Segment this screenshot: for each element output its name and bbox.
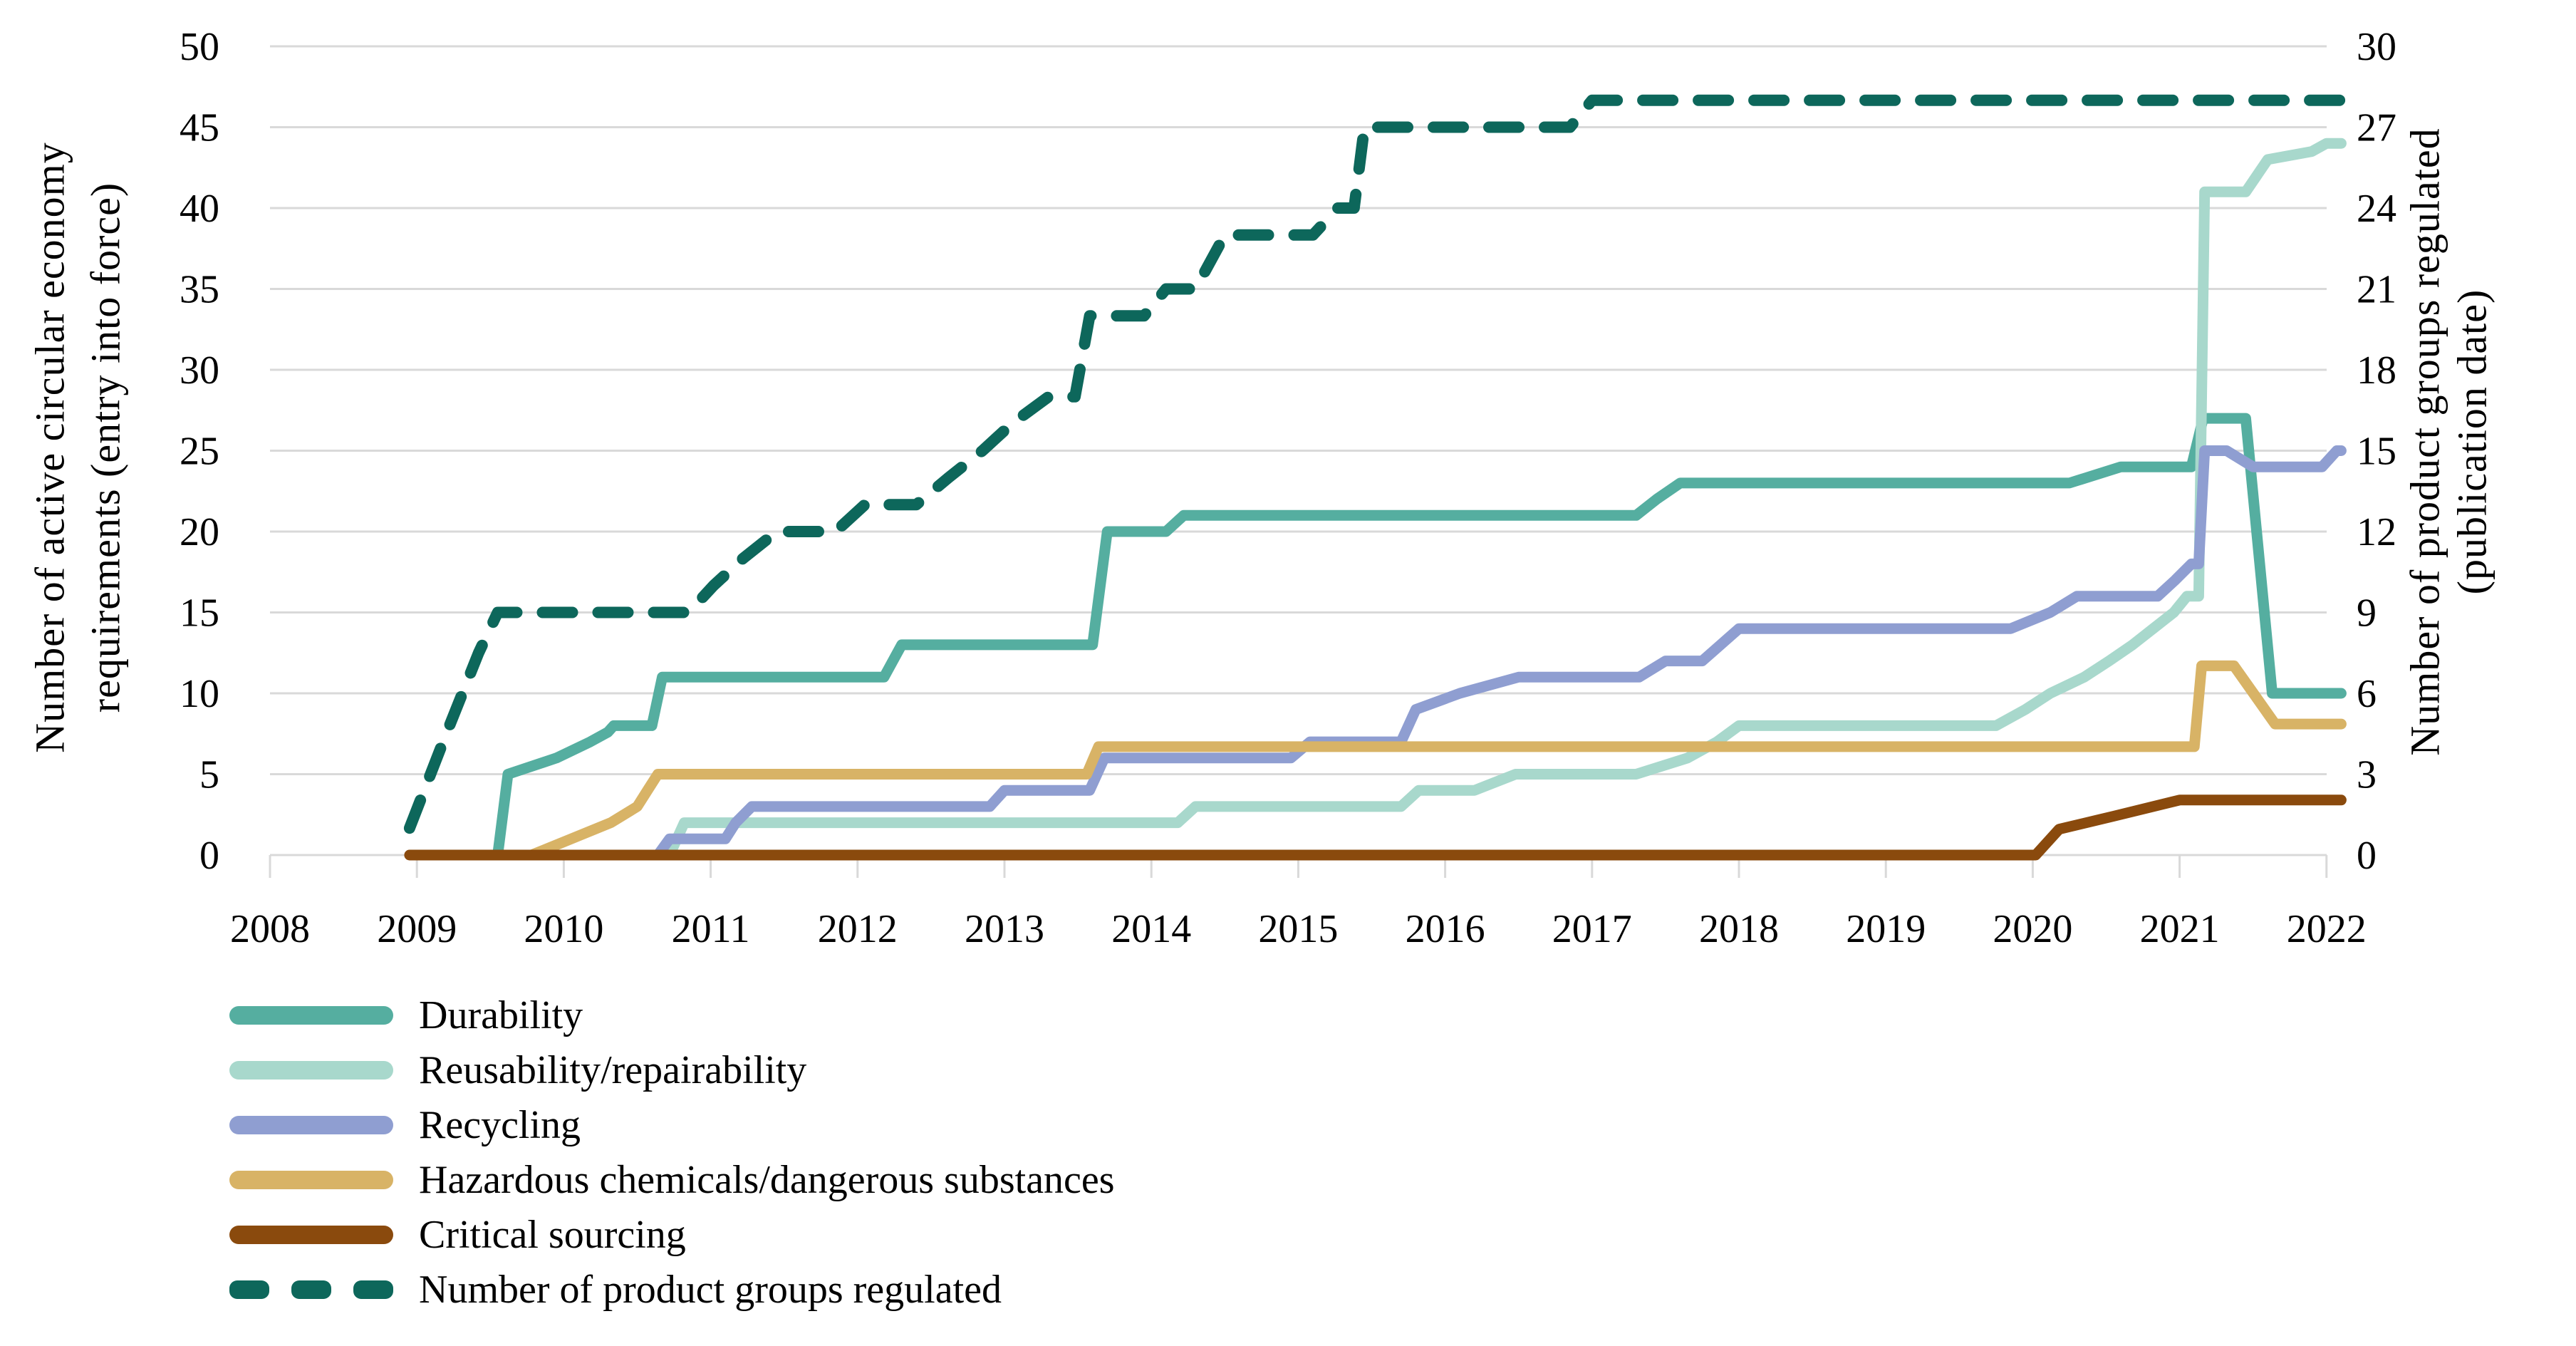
left-axis-title-line2: requirements (entry into force) — [82, 182, 129, 713]
x-axis-ticks — [269, 855, 2328, 878]
axis-tick-labels: 2008 2009 2010 2011 2012 2013 2014 2015 2016 2017… — [180, 25, 2396, 951]
tick-label: 3 — [2357, 753, 2377, 797]
reusability-line-swatch — [229, 1060, 393, 1080]
tick-label: 15 — [2357, 430, 2396, 474]
tick-label: 2014 — [1111, 907, 1191, 951]
tick-label: 30 — [2357, 25, 2396, 69]
legend-label: Recycling — [419, 1102, 581, 1147]
legend-label: Hazardous chemicals/dangerous substances — [419, 1157, 1115, 1202]
tick-label: 2008 — [230, 907, 310, 951]
legend-item-hazardous: Hazardous chemicals/dangerous substances — [229, 1157, 1115, 1202]
tick-label: 10 — [180, 672, 219, 716]
tick-label: 2021 — [2140, 907, 2220, 951]
tick-label: 24 — [2357, 187, 2396, 231]
tick-label: 9 — [2357, 591, 2377, 636]
legend-label: Reusability/repairability — [419, 1047, 807, 1092]
tick-label: 18 — [2357, 348, 2396, 393]
tick-label: 45 — [180, 106, 219, 150]
tick-label: 2009 — [377, 907, 457, 951]
tick-label: 35 — [180, 268, 219, 312]
legend-item-critical-sourcing: Critical sourcing — [229, 1212, 1115, 1257]
tick-label: 2020 — [1993, 907, 2072, 951]
tick-label: 2012 — [818, 907, 898, 951]
dash-segment — [291, 1280, 331, 1299]
tick-label: 30 — [180, 348, 219, 393]
tick-label: 25 — [180, 430, 219, 474]
series-lines — [403, 94, 2350, 861]
legend-item-durability: Durability — [229, 993, 1115, 1037]
tick-label: 2019 — [1846, 907, 1926, 951]
tick-label: 50 — [180, 25, 219, 69]
tick-label: 2017 — [1552, 907, 1632, 951]
tick-label: 21 — [2357, 268, 2396, 312]
critical-sourcing-line-swatch — [229, 1225, 393, 1244]
tick-label: 2010 — [524, 907, 603, 951]
right-axis-title-line2: (publication date) — [2448, 289, 2496, 595]
series-line-reusability-repairability — [664, 138, 2347, 861]
tick-label: 2015 — [1258, 907, 1338, 951]
legend-label: Durability — [419, 993, 583, 1037]
series-line-critical-sourcing — [404, 794, 2347, 861]
tick-label: 27 — [2357, 106, 2396, 150]
gridlines — [270, 45, 2327, 856]
legend-item-recycling: Recycling — [229, 1102, 1115, 1147]
legend-item-product-groups: Number of product groups regulated — [229, 1267, 1115, 1312]
legend-label: Critical sourcing — [419, 1212, 686, 1257]
tick-label: 2016 — [1406, 907, 1485, 951]
legend: Durability Reusability/repairability Rec… — [229, 993, 1115, 1324]
tick-label: 2018 — [1699, 907, 1779, 951]
tick-label: 2022 — [2287, 907, 2367, 951]
left-axis-title-line1: Number of active circular economy — [26, 142, 73, 753]
tick-label: 12 — [2357, 510, 2396, 554]
series-line-number-of-product-groups-regulated — [403, 94, 2350, 834]
tick-label: 40 — [180, 187, 219, 231]
tick-label: 2013 — [965, 907, 1044, 951]
hazardous-line-swatch — [229, 1170, 393, 1189]
tick-label: 15 — [180, 591, 219, 636]
tick-label: 2011 — [672, 907, 750, 951]
series-line-hazardous-chemicals-dangerous-substances — [526, 660, 2347, 861]
right-axis-title-line1: Number of product groups regulated — [2401, 128, 2448, 756]
tick-label: 5 — [199, 753, 219, 797]
product-groups-dashed-swatch — [229, 1280, 393, 1299]
legend-label: Number of product groups regulated — [419, 1267, 1002, 1312]
tick-label: 6 — [2357, 672, 2377, 716]
recycling-line-swatch — [229, 1115, 393, 1134]
tick-label: 20 — [180, 510, 219, 554]
tick-label: 0 — [2357, 834, 2377, 878]
dash-segment — [229, 1280, 269, 1299]
durability-line-swatch — [229, 1005, 393, 1025]
series-line-durability — [492, 413, 2347, 861]
series-line-recycling — [652, 445, 2347, 861]
legend-item-reusability: Reusability/repairability — [229, 1047, 1115, 1092]
tick-label: 0 — [199, 834, 219, 878]
dash-segment — [353, 1280, 393, 1299]
